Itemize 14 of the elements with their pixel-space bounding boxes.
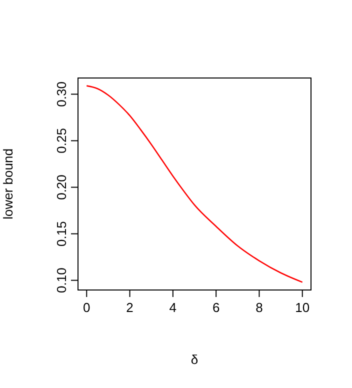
x-tick-label: 0 — [83, 300, 90, 316]
x-tick-label: 8 — [256, 300, 263, 316]
x-tick-label: 4 — [169, 300, 177, 316]
x-axis-title: δ — [190, 352, 198, 367]
y-tick-label: 0.15 — [54, 221, 69, 246]
y-axis-title: lower bound — [0, 148, 16, 220]
x-tick-label: 10 — [295, 300, 310, 316]
y-tick-label: 0.30 — [54, 82, 69, 107]
y-tick-label: 0.25 — [54, 128, 69, 154]
y-tick-label: 0.10 — [54, 268, 69, 293]
x-tick-label: 6 — [212, 300, 220, 316]
y-tick-label: 0.20 — [54, 174, 69, 200]
x-tick-label: 2 — [126, 300, 134, 316]
line-series — [86, 85, 304, 283]
